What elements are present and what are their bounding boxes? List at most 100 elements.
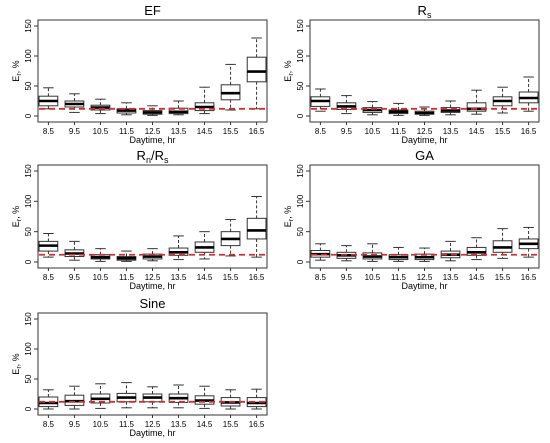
x-tick-label: 9.5 [69,420,81,429]
box-15.5 [492,228,513,259]
iqr-box [246,56,267,83]
x-tick-label: 14.5 [469,127,485,136]
y-axis-label-main: E [11,369,21,375]
panel-title-suffix: /R [151,148,164,163]
box-8.5 [310,243,331,261]
x-tick-label: 9.5 [69,273,81,282]
x-tick-label: 13.5 [443,273,459,282]
y-axis-label-main: E [283,221,293,227]
panel-title-suffix-subscript: s [164,155,169,165]
box-9.5 [336,95,357,115]
y-axis-label-subscript: r [288,218,295,221]
x-tick-label: 14.5 [197,127,213,136]
box-16.5 [246,388,267,410]
x-tick-label: 9.5 [69,127,81,136]
y-axis-label: Er, % [283,206,295,227]
y-tick-label: 100 [24,342,33,356]
y-tick-label: 50 [24,81,33,90]
y-axis-label-unit: , % [283,206,293,219]
x-tick-label: 16.5 [249,127,265,136]
x-tick-label: 10.5 [93,127,109,136]
panel-title-main: GA [415,148,434,163]
y-axis-label-subscript: r [16,366,23,369]
y-axis-label-unit: , % [11,60,21,73]
y-tick-label: 100 [24,49,33,63]
x-axis-label: Daytime, hr [401,281,447,291]
x-tick-label: 8.5 [43,127,55,136]
box-16.5 [246,195,267,258]
y-tick-label: 100 [296,194,305,208]
box-13.5 [440,240,461,262]
panel-ef: EF 0 50 100 150 Er, % 8.5 9.5 10.5 11.5 12.5 13.5 14… [11,3,268,145]
x-tick-label: 14.5 [197,420,213,429]
x-tick-label: 11.5 [391,273,407,282]
y-axis-label: Er, % [11,60,23,81]
box-12.5 [142,105,163,116]
box-10.5 [362,243,383,262]
x-tick-label: 12.5 [145,127,161,136]
box-10.5 [362,101,383,116]
x-tick-label: 15.5 [223,273,239,282]
x-tick-label: 11.5 [119,273,135,282]
box-11.5 [388,102,409,116]
y-tick-label: 0 [24,259,33,264]
panel-title-main: R [137,148,146,163]
x-tick-label: 14.5 [197,273,213,282]
panel-title: Sine [139,296,165,311]
box-9.5 [336,245,357,262]
panel-sine: Sine 0 50 100 150 Er, % 8.5 9.5 10.5 11.5 12.5 13.5… [11,296,268,438]
x-tick-label: 14.5 [469,273,485,282]
y-tick-label: 50 [24,227,33,236]
box-14.5 [466,237,487,261]
y-tick-label: 50 [24,374,33,383]
box-15.5 [220,63,241,111]
box-13.5 [168,235,189,261]
x-tick-label: 16.5 [249,273,265,282]
panel-ga: GA 0 50 100 150 Er, % 8.5 9.5 10.5 11.5 12.5 13.5 14… [283,148,540,291]
iqr-box [246,217,267,240]
box-9.5 [64,240,85,261]
x-axis-label: Daytime, hr [129,281,175,291]
y-tick-label: 0 [296,113,305,118]
panel-title-main: EF [144,3,161,18]
box-13.5 [440,100,461,116]
box-12.5 [142,386,163,409]
x-tick-label: 16.5 [249,420,265,429]
y-tick-label: 100 [24,194,33,208]
x-tick-label: 10.5 [93,420,109,429]
x-axis-label: Daytime, hr [129,135,175,145]
panel-title: Rs [418,3,432,20]
y-tick-label: 50 [296,81,305,90]
x-tick-label: 11.5 [391,127,407,136]
x-tick-label: 16.5 [521,127,537,136]
panel-title-subscript: s [427,10,432,20]
iqr-box [466,102,487,112]
box-16.5 [518,76,539,112]
y-tick-label: 150 [24,164,33,178]
x-tick-label: 12.5 [145,420,161,429]
x-tick-label: 10.5 [365,273,381,282]
box-8.5 [38,232,59,258]
box-8.5 [38,389,59,410]
x-tick-label: 8.5 [315,273,327,282]
y-axis-label-subscript: r [16,218,23,221]
box-15.5 [492,86,513,114]
x-tick-label: 13.5 [171,273,187,282]
box-14.5 [194,231,215,260]
box-8.5 [310,88,331,112]
x-tick-label: 9.5 [341,273,353,282]
panel-title-main: R [418,3,427,18]
y-axis-label: Er, % [11,353,23,374]
x-tick-label: 15.5 [223,420,239,429]
x-tick-label: 12.5 [417,273,433,282]
box-10.5 [90,383,111,409]
x-tick-label: 11.5 [119,127,135,136]
y-tick-label: 0 [296,259,305,264]
y-tick-label: 150 [24,19,33,33]
box-10.5 [90,98,111,115]
x-tick-label: 12.5 [145,273,161,282]
x-tick-label: 15.5 [495,127,511,136]
y-tick-label: 0 [24,406,33,411]
x-tick-label: 13.5 [171,420,187,429]
